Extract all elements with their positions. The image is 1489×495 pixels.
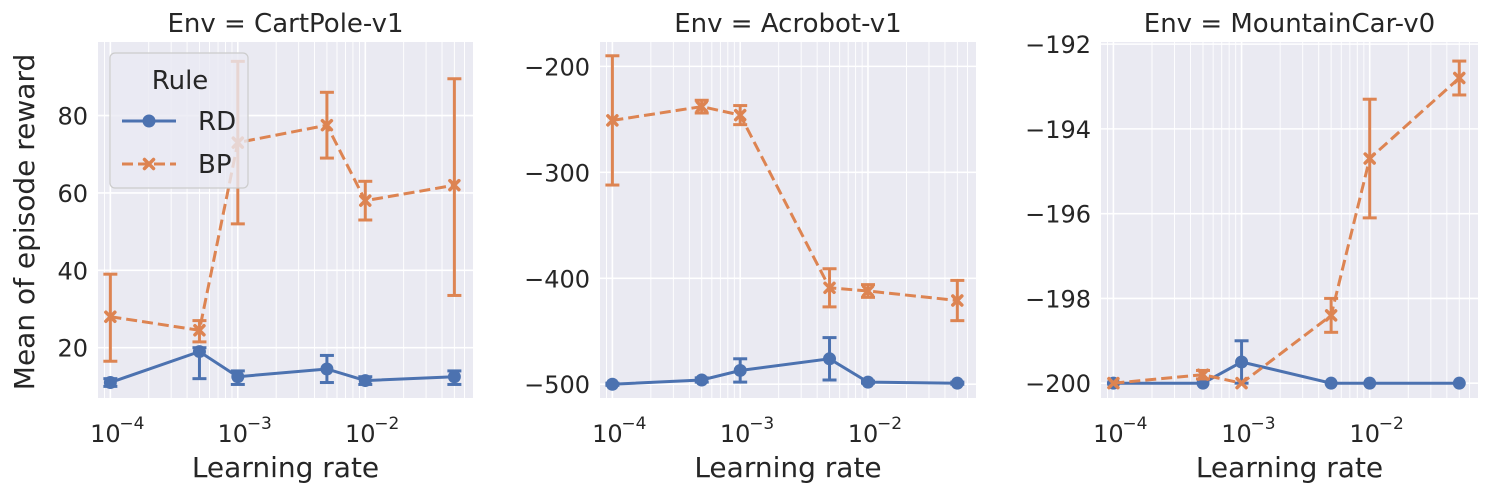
data-point-rd bbox=[231, 370, 245, 384]
legend-label-bp: BP bbox=[198, 150, 232, 180]
data-point-rd bbox=[1452, 376, 1466, 390]
panel-title: Env = MountainCar-v0 bbox=[1144, 9, 1435, 39]
data-point-rd bbox=[320, 362, 334, 376]
x-tick-label: 10 bbox=[1221, 420, 1252, 448]
x-axis-label: Learning rate bbox=[694, 451, 881, 484]
plot-background bbox=[600, 42, 976, 398]
data-point-rd bbox=[192, 345, 206, 359]
x-tick-exponent: −4 bbox=[119, 414, 144, 434]
y-tick-label: 80 bbox=[57, 103, 88, 131]
y-tick-label: −500 bbox=[524, 371, 590, 399]
data-point-bp bbox=[861, 284, 875, 298]
legend-marker-bp bbox=[142, 157, 156, 171]
legend-label-rd: RD bbox=[198, 107, 236, 137]
data-point-bp bbox=[695, 100, 708, 113]
data-point-rd bbox=[1235, 355, 1249, 369]
series-line-rd bbox=[109, 349, 455, 384]
data-point-bp bbox=[823, 281, 836, 295]
data-point-bp bbox=[104, 310, 117, 323]
x-axis-label: Learning rate bbox=[192, 451, 379, 484]
data-point-bp bbox=[951, 294, 964, 307]
data-point-bp bbox=[1453, 71, 1466, 85]
y-tick-label: 40 bbox=[57, 257, 88, 285]
data-point-bp bbox=[1363, 152, 1376, 165]
data-point-bp bbox=[320, 118, 334, 132]
data-point-rd bbox=[358, 374, 372, 388]
x-tick-label: 10 bbox=[345, 420, 376, 448]
x-tick-label: 10 bbox=[1093, 420, 1124, 448]
legend-marker-rd bbox=[142, 114, 156, 128]
y-tick-label: −300 bbox=[524, 159, 590, 187]
data-point-rd bbox=[950, 376, 964, 390]
y-axis-label: Mean of episode reward bbox=[8, 54, 41, 390]
y-tick-label: −194 bbox=[1025, 116, 1091, 144]
data-point-bp bbox=[733, 108, 747, 122]
series-line-bp bbox=[612, 105, 958, 302]
panel-title: Env = CartPole-v1 bbox=[167, 9, 403, 39]
data-point-bp bbox=[1107, 376, 1120, 390]
data-point-rd bbox=[605, 377, 619, 391]
x-tick-exponent: −3 bbox=[1251, 414, 1276, 434]
y-tick-label: −200 bbox=[1025, 370, 1091, 398]
series-line-bp bbox=[1113, 76, 1461, 385]
y-tick-label: 20 bbox=[57, 335, 88, 363]
data-point-rd bbox=[447, 370, 461, 384]
legend-box bbox=[109, 52, 249, 189]
data-point-bp bbox=[193, 324, 206, 337]
data-point-rd bbox=[103, 376, 117, 390]
y-tick-label: −198 bbox=[1025, 285, 1091, 313]
x-tick-label: 10 bbox=[1349, 420, 1380, 448]
data-point-bp bbox=[1324, 309, 1338, 322]
data-point-rd bbox=[1324, 376, 1338, 390]
series-line-rd bbox=[1113, 360, 1460, 385]
x-tick-label: 10 bbox=[720, 420, 751, 448]
data-point-rd bbox=[861, 375, 875, 389]
data-point-rd bbox=[695, 373, 709, 387]
panel-title: Env = Acrobot-v1 bbox=[674, 9, 901, 39]
data-point-bp bbox=[1235, 376, 1248, 390]
data-point-rd bbox=[1363, 376, 1377, 390]
x-tick-exponent: −3 bbox=[247, 414, 272, 434]
x-tick-exponent: −4 bbox=[1122, 414, 1147, 434]
legend-title: Rule bbox=[152, 66, 209, 96]
x-tick-exponent: −2 bbox=[374, 414, 399, 434]
data-point-bp bbox=[359, 194, 372, 207]
data-point-bp bbox=[606, 114, 619, 127]
y-tick-label: −196 bbox=[1025, 201, 1091, 229]
data-point-rd bbox=[733, 363, 747, 377]
y-tick-label: −400 bbox=[524, 265, 590, 293]
y-tick-label: −192 bbox=[1025, 31, 1091, 59]
data-point-bp bbox=[448, 178, 461, 192]
data-point-rd bbox=[823, 352, 837, 366]
plot-background bbox=[1101, 42, 1478, 398]
x-tick-exponent: −2 bbox=[1379, 414, 1404, 434]
x-tick-exponent: −4 bbox=[621, 414, 646, 434]
legend: Rule RD BP bbox=[109, 52, 249, 189]
x-tick-label: 10 bbox=[592, 420, 623, 448]
data-point-bp bbox=[1196, 368, 1210, 381]
x-tick-exponent: −3 bbox=[749, 414, 774, 434]
y-tick-label: 60 bbox=[57, 180, 88, 208]
x-tick-exponent: −2 bbox=[877, 414, 902, 434]
x-tick-label: 10 bbox=[90, 420, 121, 448]
y-tick-label: −200 bbox=[524, 53, 590, 81]
series-line-bp bbox=[110, 123, 455, 332]
x-tick-label: 10 bbox=[218, 420, 249, 448]
x-tick-label: 10 bbox=[848, 420, 879, 448]
series-line-rd bbox=[612, 357, 958, 386]
x-axis-label: Learning rate bbox=[1196, 451, 1383, 484]
